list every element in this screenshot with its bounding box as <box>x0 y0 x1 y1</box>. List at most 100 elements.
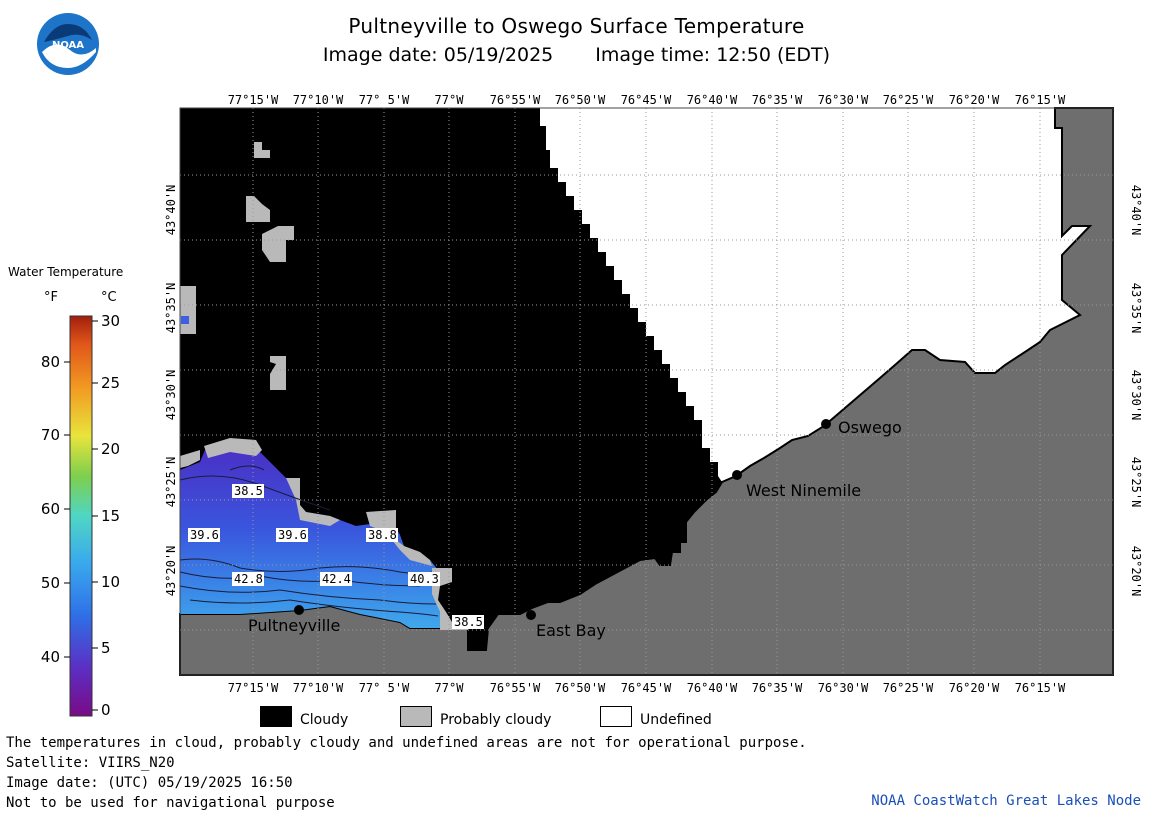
lon-label: 76°15'W <box>1015 681 1066 695</box>
lat-label: 43°40'N <box>1129 185 1143 236</box>
lon-label: 76°40'W <box>687 93 738 107</box>
colorbar-c-tick: 0 <box>101 701 111 719</box>
contour-label: 42.4 <box>322 572 351 586</box>
place-label-east-bay: East Bay <box>536 621 606 640</box>
lat-label: 43°30'N <box>1129 370 1143 421</box>
lon-label: 76°50'W <box>555 93 606 107</box>
footer-disclaimer: The temperatures in cloud, probably clou… <box>6 735 807 751</box>
lon-label: 76°25'W <box>883 681 934 695</box>
colorbar-unit-f: °F <box>44 290 58 305</box>
colorbar-scale <box>69 315 93 717</box>
lon-labels-top: 77°15'W 77°10'W 77° 5'W 77°W 76°55'W 76°… <box>228 93 1066 107</box>
lon-label: 76°15'W <box>1015 93 1066 107</box>
lon-label: 76°30'W <box>818 681 869 695</box>
key-swatch-undefined <box>600 706 632 727</box>
colorbar-f-tick: 80 <box>41 353 60 371</box>
lon-label: 76°55'W <box>490 93 541 107</box>
noaa-logo-text: NOAA <box>52 40 84 51</box>
footer: The temperatures in cloud, probably clou… <box>6 733 807 813</box>
place-marker-west-ninemile <box>732 470 742 480</box>
colorbar-f-tick: 50 <box>41 574 60 592</box>
place-markers: Oswego West Ninemile Pultneyville East B… <box>248 418 902 640</box>
lat-label: 43°35'N <box>1129 283 1143 334</box>
header: Pultneyville to Oswego Surface Temperatu… <box>0 14 1153 66</box>
lon-label: 76°20'W <box>949 93 1000 107</box>
lon-label: 77°10'W <box>293 93 344 107</box>
lon-label: 76°30'W <box>818 93 869 107</box>
colorbar-f-tick: 70 <box>41 426 60 444</box>
lon-label: 77°15'W <box>228 681 279 695</box>
colorbar-f-tick: 40 <box>41 648 60 666</box>
contour-label: 38.8 <box>368 528 397 542</box>
map-frame <box>179 107 1114 676</box>
lon-label: 77° 5'W <box>359 681 410 695</box>
lon-label: 76°45'W <box>621 681 672 695</box>
image-time: Image time: 12:50 (EDT) <box>595 44 831 66</box>
place-label-pultneyville: Pultneyville <box>248 616 340 635</box>
graticule <box>180 108 1113 675</box>
place-marker-oswego <box>821 419 831 429</box>
key-label-probably-cloudy: Probably cloudy <box>440 712 552 728</box>
lat-labels-right: 43°40'N 43°35'N 43°30'N 43°25'N 43°20'N <box>1129 185 1143 597</box>
lon-label: 77°W <box>435 681 465 695</box>
contour-label: 38.5 <box>454 615 483 629</box>
image-date: Image date: 05/19/2025 <box>322 44 554 66</box>
contour-label: 40.3 <box>410 572 439 586</box>
lat-labels-left: 43°40'N 43°35'N 43°30'N 43°25'N 43°20'N <box>164 185 178 597</box>
colorbar-unit-c: °C <box>101 290 117 305</box>
place-label-oswego: Oswego <box>838 418 902 437</box>
water-pixel <box>181 316 189 324</box>
colorbar-c-tick: 25 <box>101 374 120 392</box>
noaa-logo: NOAA <box>36 12 100 76</box>
lat-label: 43°20'N <box>164 546 178 597</box>
lon-label: 76°45'W <box>621 93 672 107</box>
footer-satellite: Satellite: VIIRS_N20 <box>6 755 175 771</box>
undefined-area <box>540 108 1090 482</box>
subtitle: Image date: 05/19/2025 Image time: 12:50… <box>0 44 1153 66</box>
place-marker-east-bay <box>526 610 536 620</box>
footer-navigation-warning: Not to be used for navigational purpose <box>6 795 335 811</box>
lon-label: 77°W <box>435 93 465 107</box>
contour-label: 39.6 <box>278 528 307 542</box>
lon-label: 76°35'W <box>752 93 803 107</box>
lon-label: 77° 5'W <box>359 93 410 107</box>
lon-label: 76°35'W <box>752 681 803 695</box>
key-swatch-cloudy <box>260 706 292 727</box>
colorbar-c-tick: 20 <box>101 440 120 458</box>
lat-label: 43°20'N <box>1129 546 1143 597</box>
lon-label: 76°50'W <box>555 681 606 695</box>
contour-label: 42.8 <box>234 572 263 586</box>
colorbar: 80 70 60 50 40 30 25 20 15 10 5 0 °F °C <box>41 290 120 719</box>
key-swatch-probably-cloudy <box>400 706 432 727</box>
lat-label: 43°40'N <box>164 185 178 236</box>
key-label-cloudy: Cloudy <box>300 712 349 728</box>
colorbar-c-tick: 5 <box>101 639 111 657</box>
colorbar-c-tick: 30 <box>101 312 120 330</box>
probably-cloudy-areas <box>180 142 468 630</box>
colorbar-c-tick: 10 <box>101 573 120 591</box>
lon-label: 77°10'W <box>293 681 344 695</box>
lat-label: 43°35'N <box>164 283 178 334</box>
credit-text: NOAA CoastWatch Great Lakes Node <box>871 793 1141 809</box>
lat-label: 43°25'N <box>164 457 178 508</box>
page-title: Pultneyville to Oswego Surface Temperatu… <box>348 14 805 38</box>
contour-labels: 38.5 39.6 39.6 38.8 42.8 42.4 40.3 38.5 <box>188 484 484 629</box>
contour-label: 39.6 <box>190 528 219 542</box>
lon-label: 77°15'W <box>228 93 279 107</box>
place-label-west-ninemile: West Ninemile <box>746 481 861 500</box>
lon-label: 76°25'W <box>883 93 934 107</box>
lon-label: 76°20'W <box>949 681 1000 695</box>
lon-label: 76°55'W <box>490 681 541 695</box>
contour-label: 38.5 <box>234 484 263 498</box>
footer-utc-date: Image date: (UTC) 05/19/2025 16:50 <box>6 775 293 791</box>
key-label-undefined: Undefined <box>640 712 712 728</box>
colorbar-c-tick: 15 <box>101 507 120 525</box>
colorbar-f-tick: 60 <box>41 500 60 518</box>
lat-label: 43°25'N <box>1129 457 1143 508</box>
colorbar-title: Water Temperature <box>8 265 124 279</box>
lat-label: 43°30'N <box>164 370 178 421</box>
place-marker-pultneyville <box>294 605 304 615</box>
lon-label: 76°40'W <box>687 681 738 695</box>
lon-labels-bottom: 77°15'W 77°10'W 77° 5'W 77°W 76°55'W 76°… <box>228 681 1066 695</box>
